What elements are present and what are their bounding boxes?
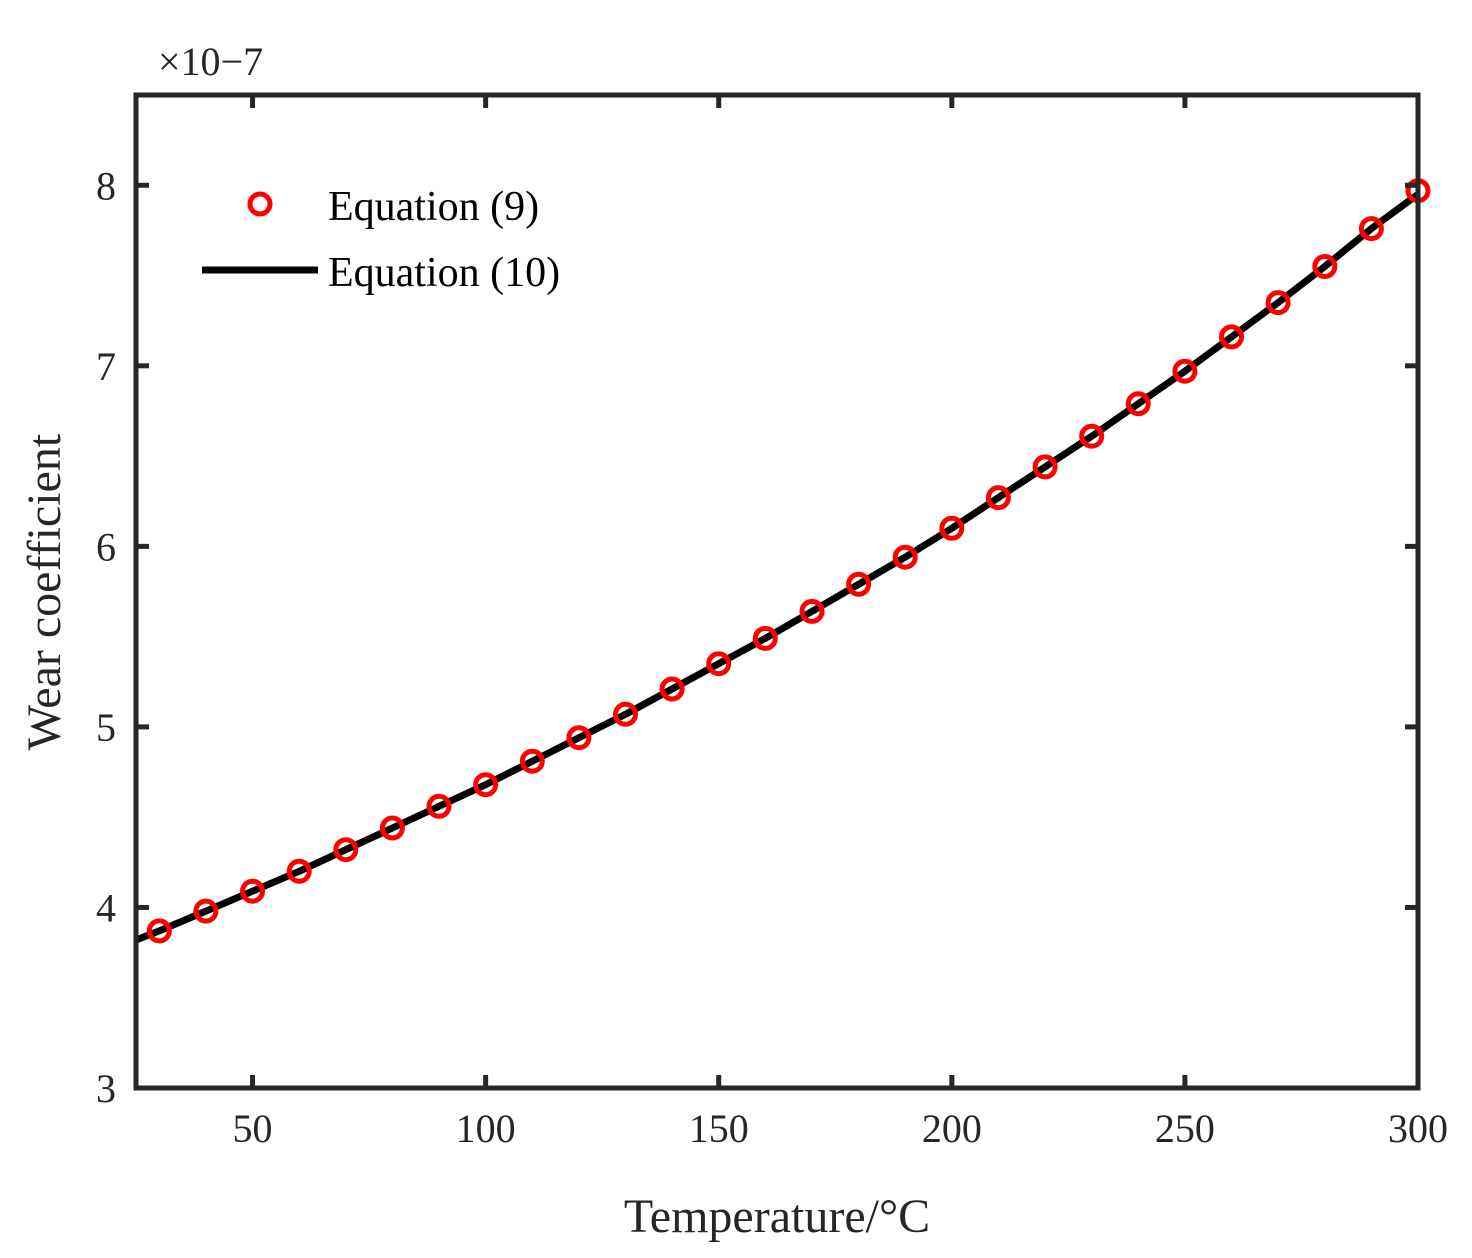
data-point bbox=[1032, 454, 1058, 480]
data-point bbox=[985, 485, 1011, 511]
axes: 50 100 150 200 250 300 3 4 5 6 7 8 bbox=[96, 92, 1448, 1151]
data-point bbox=[240, 878, 265, 904]
data-point bbox=[706, 651, 732, 677]
y-tick-label: 4 bbox=[96, 885, 116, 930]
data-point bbox=[193, 898, 219, 924]
data-point bbox=[146, 918, 172, 944]
data-point bbox=[519, 748, 545, 774]
data-point bbox=[752, 625, 778, 651]
legend-marker-0 bbox=[247, 191, 273, 217]
data-point bbox=[613, 701, 638, 727]
y-axis-exponent: ×10−7 bbox=[158, 39, 263, 84]
x-tick-label: 250 bbox=[1155, 1106, 1215, 1151]
data-point bbox=[799, 598, 825, 624]
y-tick-label: 5 bbox=[96, 705, 116, 750]
x-tick-label: 50 bbox=[233, 1106, 273, 1151]
data-point bbox=[426, 793, 452, 819]
x-tick-label: 300 bbox=[1388, 1106, 1448, 1151]
x-tick-label: 100 bbox=[456, 1106, 516, 1151]
y-axis-label: Wear coefficient bbox=[18, 433, 71, 750]
data-point bbox=[939, 515, 965, 541]
y-tick-label: 6 bbox=[96, 524, 116, 569]
data-point bbox=[1219, 324, 1244, 350]
legend: Equation (9) Equation (10) bbox=[202, 184, 560, 296]
data-point bbox=[1265, 290, 1291, 316]
data-point bbox=[1125, 391, 1151, 417]
data-point bbox=[286, 858, 312, 884]
x-tick-label: 150 bbox=[689, 1106, 749, 1151]
legend-label-0: Equation (9) bbox=[328, 184, 539, 230]
data-point bbox=[1312, 254, 1338, 279]
axes-box bbox=[133, 92, 1421, 1091]
data-point bbox=[379, 815, 405, 841]
data-point bbox=[1079, 423, 1105, 449]
x-tick-label: 200 bbox=[922, 1106, 982, 1151]
data-point bbox=[566, 725, 592, 751]
legend-label-1: Equation (10) bbox=[328, 250, 560, 296]
y-tick-label: 7 bbox=[96, 344, 116, 389]
y-tick-label: 8 bbox=[96, 163, 116, 208]
x-axis-label: Temperature/°C bbox=[624, 1190, 930, 1243]
data-point bbox=[1172, 358, 1198, 384]
series-line-0 bbox=[136, 191, 1418, 944]
data-point bbox=[473, 772, 499, 798]
data-point bbox=[1358, 216, 1384, 242]
data-point bbox=[333, 837, 359, 863]
data-point bbox=[846, 571, 872, 597]
data-point bbox=[892, 544, 918, 570]
data-point bbox=[659, 676, 685, 702]
y-tick-label: 3 bbox=[96, 1066, 116, 1111]
